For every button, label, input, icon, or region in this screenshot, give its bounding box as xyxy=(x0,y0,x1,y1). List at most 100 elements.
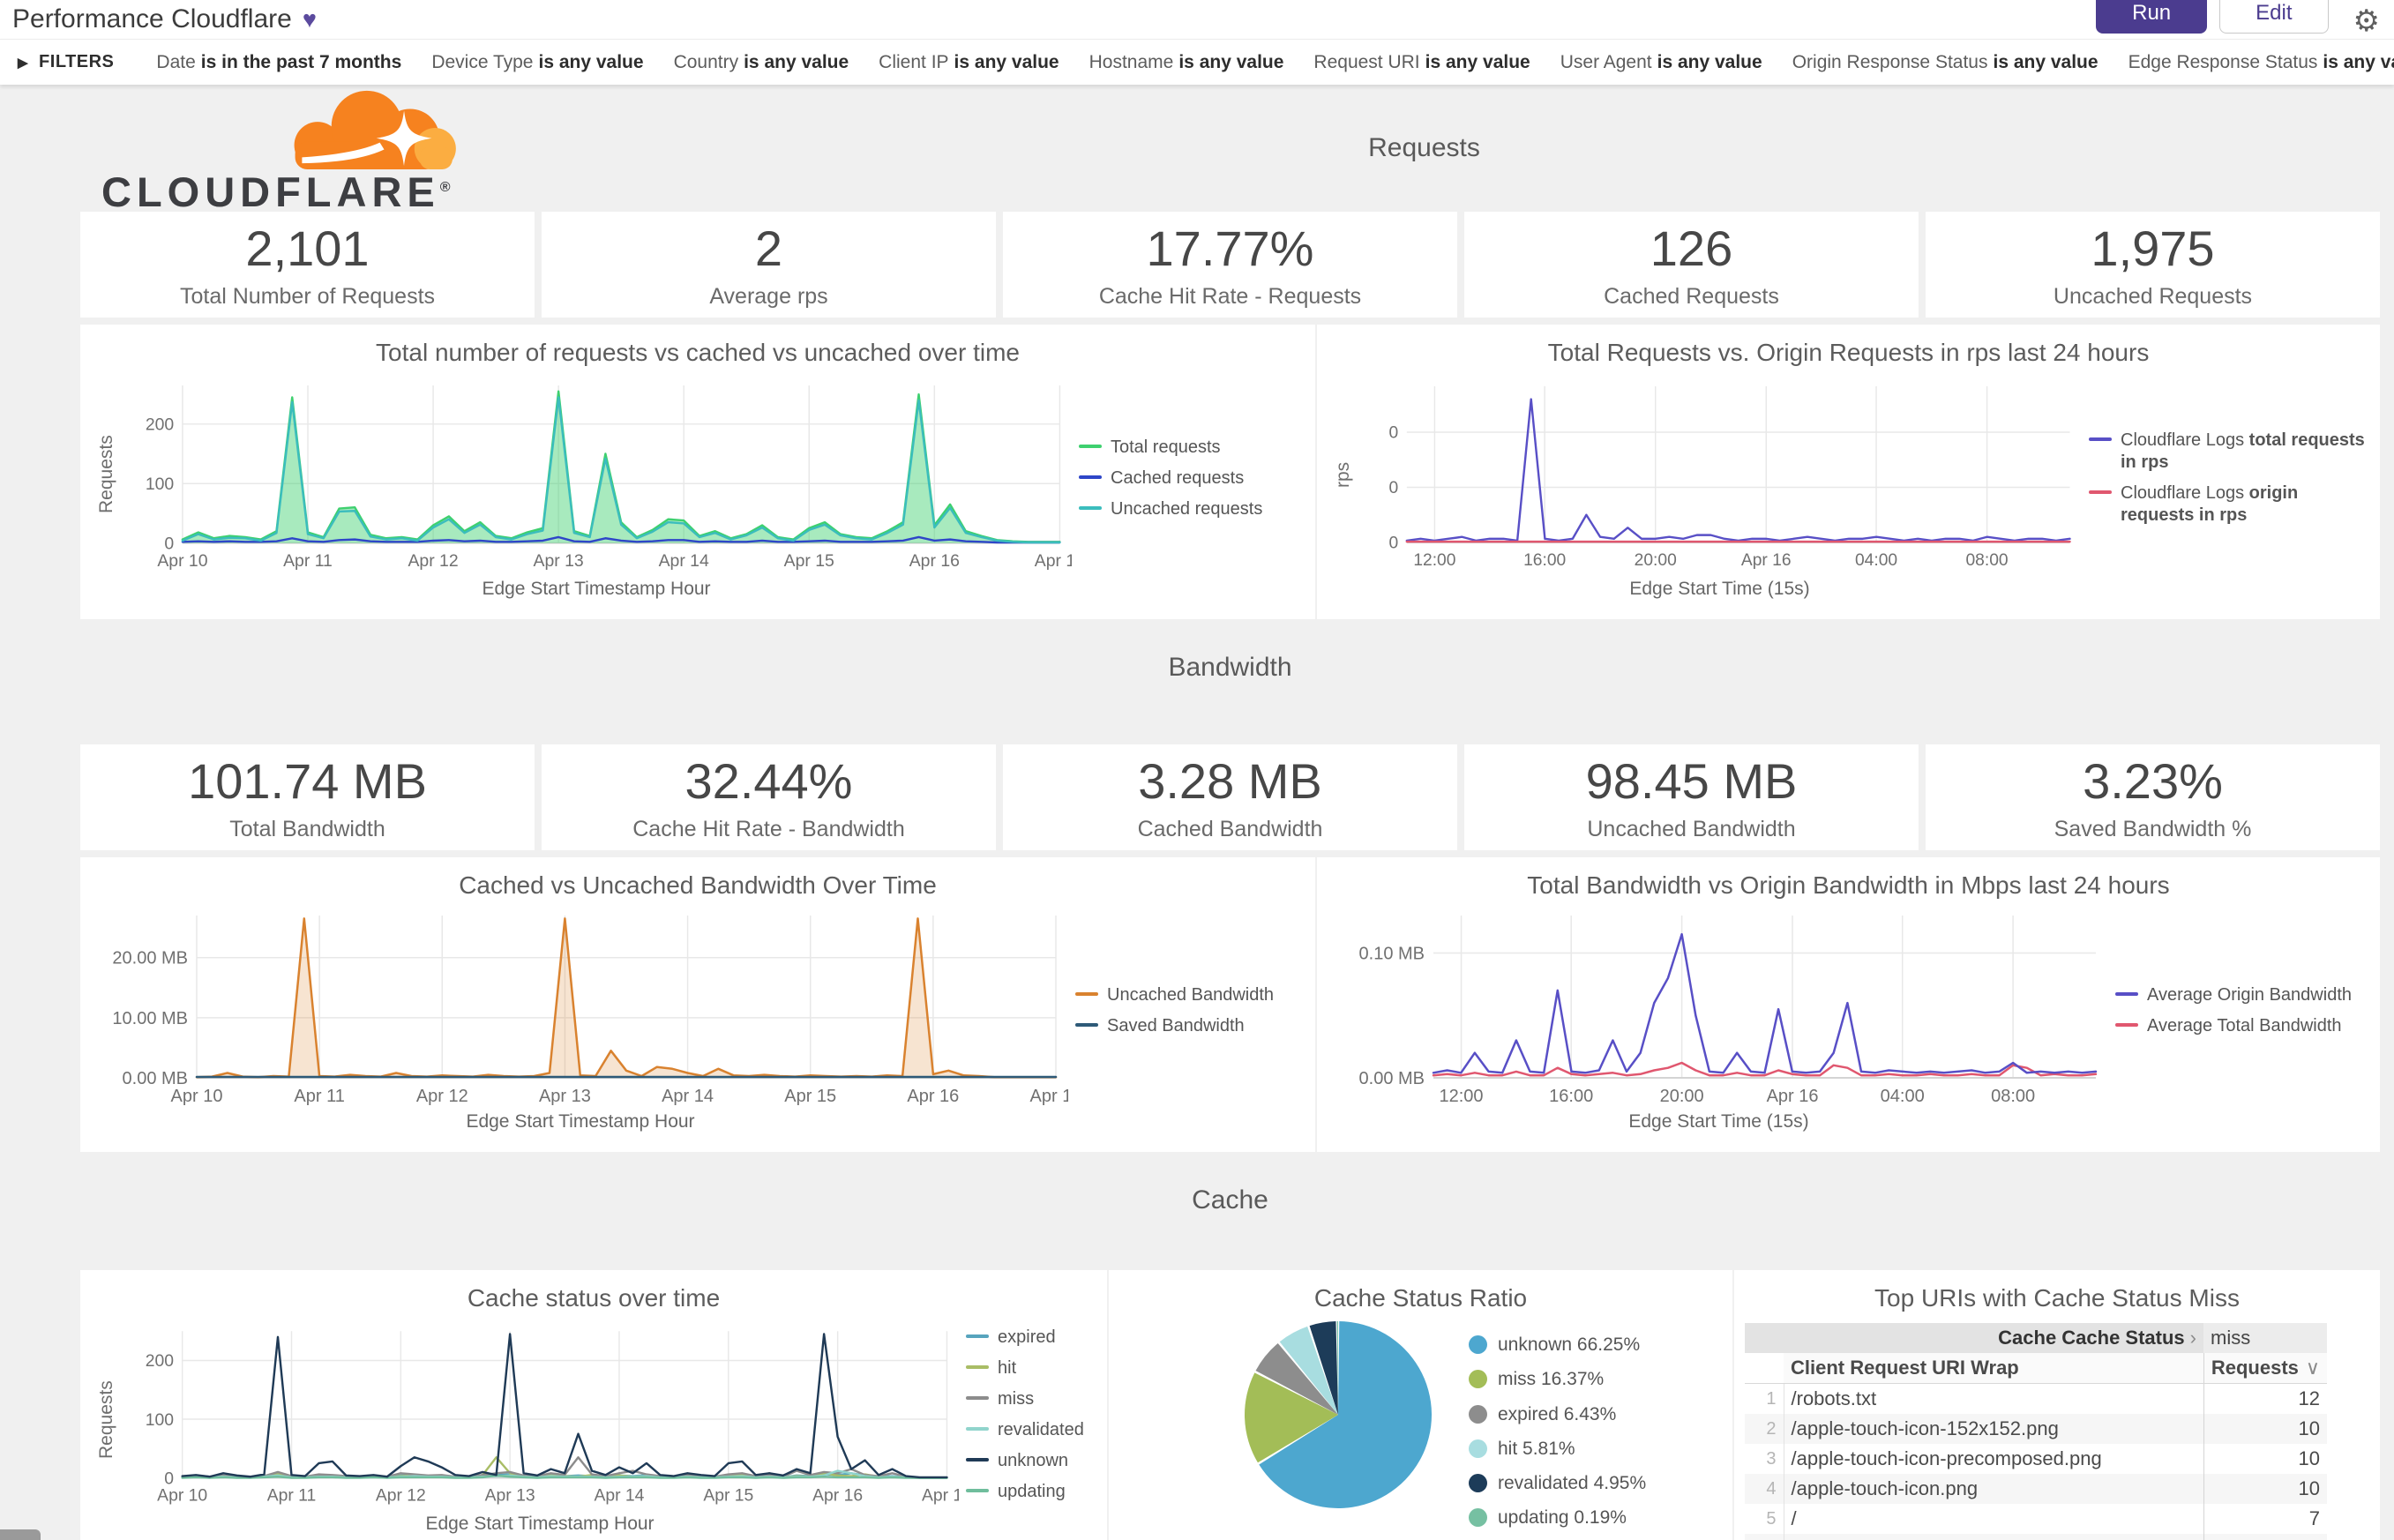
legend-swatch xyxy=(966,1489,989,1492)
legend-label: Uncached Bandwidth xyxy=(1107,985,1275,1005)
legend-label: Saved Bandwidth xyxy=(1107,1016,1245,1035)
section-title-requests: Requests xyxy=(1368,133,1480,162)
panel-top-uris: Top URIs with Cache Status Miss Cache Ca… xyxy=(1734,1270,2380,1540)
row-number: 1 xyxy=(1745,1383,1784,1414)
filter-item-country[interactable]: Country is any value xyxy=(673,51,849,72)
uri-cell[interactable]: /index.php/contact/ xyxy=(1784,1534,2203,1540)
legend-label: Total requests xyxy=(1111,437,1221,457)
pie-legend-item[interactable]: miss 16.37% xyxy=(1469,1368,1646,1391)
uri-cell[interactable]: /robots.txt xyxy=(1791,1387,1877,1409)
legend-item[interactable]: updating xyxy=(966,1481,1100,1503)
kpi-label: Cached Bandwidth xyxy=(1137,817,1323,841)
legend-item[interactable]: Total requests xyxy=(1079,437,1308,459)
legend-item[interactable]: hit xyxy=(966,1357,1100,1379)
pie-legend-label: miss 16.37% xyxy=(1498,1369,1605,1390)
legend-item[interactable]: Uncached Bandwidth xyxy=(1075,984,1308,1006)
pie-legend-item[interactable]: updating 0.19% xyxy=(1469,1506,1646,1529)
filter-item-client-ip[interactable]: Client IP is any value xyxy=(879,51,1059,72)
legend-label: Average Total Bandwidth xyxy=(2147,1016,2342,1035)
pie-legend-item[interactable]: hit 5.81% xyxy=(1469,1438,1646,1461)
legend-item[interactable]: Average Origin Bandwidth xyxy=(2115,984,2373,1006)
svg-text:Apr 11: Apr 11 xyxy=(267,1486,317,1506)
pie-legend: unknown 66.25% miss 16.37% expired 6.43% hi… xyxy=(1469,1334,1646,1530)
panel-cache-status-over-time: Cache status over time Requests Apr 10 Ap… xyxy=(80,1270,1107,1540)
filter-item-device-type[interactable]: Device Type is any value xyxy=(431,51,644,72)
pie-slice-miss[interactable] xyxy=(1244,1372,1338,1463)
legend-label: revalidated xyxy=(998,1420,1084,1439)
legend-dot-icon xyxy=(1469,1474,1487,1492)
uri-cell[interactable]: /apple-touch-icon-precomposed.png xyxy=(1791,1447,2102,1469)
chart-legend: Cloudflare Logs total requests in rps Clo… xyxy=(2082,372,2373,584)
svg-text:0: 0 xyxy=(164,1469,174,1488)
bandwidth-over-time-chart[interactable]: Apr 10 Apr 11 Apr 12 Apr 13 Apr 14 Apr 15 Apr … xyxy=(93,905,1068,1110)
filter-item-user-agent[interactable]: User Agent is any value xyxy=(1560,51,1762,72)
requests-over-time-chart[interactable]: Apr 10 Apr 11 Apr 12 Apr 13 Apr 14 Apr 15 Apr … xyxy=(121,372,1072,577)
row-number: 5 xyxy=(1745,1504,1784,1534)
filters-toggle-label: FILTERS xyxy=(39,52,115,71)
table-pivot-row: Cache Cache Status › miss xyxy=(1745,1323,2327,1353)
svg-text:Apr 12: Apr 12 xyxy=(376,1486,426,1506)
panel-bandwidth-over-time: Cached vs Uncached Bandwidth Over Time A… xyxy=(80,857,1315,1152)
kpi-tile-total-number-of-requests: 2,101 Total Number of Requests xyxy=(80,212,535,318)
legend-item[interactable]: miss xyxy=(966,1388,1100,1410)
requests-column-header[interactable]: Requests ∨ xyxy=(2203,1353,2327,1384)
filter-item-hostname[interactable]: Hostname is any value xyxy=(1089,51,1284,72)
svg-text:Apr 17: Apr 17 xyxy=(922,1486,959,1506)
cache-status-pie[interactable] xyxy=(1241,1318,1435,1512)
legend-item[interactable]: Cloudflare Logs origin requests in rps xyxy=(2089,482,2373,527)
pie-slice-updating[interactable] xyxy=(1336,1321,1338,1415)
legend-swatch xyxy=(1075,1023,1098,1027)
svg-text:Apr 10: Apr 10 xyxy=(157,1486,207,1506)
uri-column-header[interactable]: Client Request URI Wrap xyxy=(1784,1353,2203,1384)
legend-item[interactable]: revalidated xyxy=(966,1419,1100,1441)
legend-swatch xyxy=(2089,437,2112,441)
filter-item-request-uri[interactable]: Request URI is any value xyxy=(1313,51,1530,72)
row-number: 6 xyxy=(1745,1534,1784,1540)
pie-slice-hit[interactable] xyxy=(1279,1326,1338,1415)
panel-bandwidth-24h: Total Bandwidth vs Origin Bandwidth in M… xyxy=(1317,857,2380,1152)
legend-item[interactable]: Average Total Bandwidth xyxy=(2115,1015,2373,1037)
run-button[interactable]: Run xyxy=(2096,0,2208,34)
pie-slice-unknown[interactable] xyxy=(1259,1321,1433,1509)
edit-button[interactable]: Edit xyxy=(2219,0,2329,34)
table-row: 3/apple-touch-icon-precomposed.png 10 xyxy=(1745,1444,2327,1474)
legend-item[interactable]: Cloudflare Logs total requests in rps xyxy=(2089,430,2373,474)
pie-legend-item[interactable]: revalidated 4.95% xyxy=(1469,1472,1646,1495)
filter-item-date[interactable]: Date is in the past 7 months xyxy=(156,51,402,72)
bandwidth-24h-chart[interactable]: 12:00 16:00 20:00 Apr 16 04:00 08:00 0.00 MB 0.… xyxy=(1329,905,2108,1110)
legend-label: Cached requests xyxy=(1111,467,1245,488)
svg-text:10.00 MB: 10.00 MB xyxy=(112,1009,188,1028)
gear-icon[interactable]: ⚙ xyxy=(2353,4,2380,38)
legend-item[interactable]: Cached requests xyxy=(1079,467,1308,490)
pie-legend-item[interactable]: expired 6.43% xyxy=(1469,1403,1646,1426)
x-axis-label: Edge Start Timestamp Hour xyxy=(482,579,711,599)
legend-item[interactable]: Saved Bandwidth xyxy=(1075,1015,1308,1037)
pie-legend-item[interactable]: unknown 66.25% xyxy=(1469,1334,1646,1357)
cache-status-chart[interactable]: Apr 10 Apr 11 Apr 12 Apr 13 Apr 14 Apr 15 Apr … xyxy=(121,1318,959,1512)
svg-text:Apr 16: Apr 16 xyxy=(1767,1087,1819,1106)
svg-text:08:00: 08:00 xyxy=(1991,1087,2035,1106)
legend-item[interactable]: unknown xyxy=(966,1450,1100,1472)
pie-legend-label: unknown 66.25% xyxy=(1498,1334,1641,1355)
filter-item-origin-response-status[interactable]: Origin Response Status is any value xyxy=(1792,51,2098,72)
kpi-label: Saved Bandwidth % xyxy=(2054,817,2252,841)
svg-text:0.00 MB: 0.00 MB xyxy=(1359,1069,1425,1088)
pivot-header[interactable]: Cache Cache Status › xyxy=(1745,1323,2203,1353)
rps-24h-chart[interactable]: 12:00 16:00 20:00 Apr 16 04:00 08:00 0 0 0 xyxy=(1358,372,2082,577)
chart-title: Cache Status Ratio xyxy=(1313,1284,1528,1312)
legend-swatch xyxy=(2115,1023,2138,1027)
legend-item[interactable]: expired xyxy=(966,1327,1100,1349)
legend-item[interactable]: Uncached requests xyxy=(1079,498,1308,520)
kpi-value: 2 xyxy=(754,221,783,276)
panel-cache-status-ratio: Cache Status Ratio unknown 66.25% miss 16… xyxy=(1109,1270,1732,1540)
pie-slice-expired[interactable] xyxy=(1255,1342,1338,1415)
svg-text:Apr 14: Apr 14 xyxy=(662,1087,714,1106)
pie-slice-revalidated[interactable] xyxy=(1309,1321,1338,1415)
svg-text:100: 100 xyxy=(146,1410,174,1430)
uri-cell[interactable]: /apple-touch-icon.png xyxy=(1784,1474,2203,1504)
filters-toggle[interactable]: ▶ FILTERS xyxy=(18,52,114,72)
svg-text:Apr 17: Apr 17 xyxy=(1035,551,1072,571)
uri-cell[interactable]: /apple-touch-icon-152x152.png xyxy=(1784,1414,2203,1444)
uri-cell[interactable]: / xyxy=(1791,1507,1797,1529)
